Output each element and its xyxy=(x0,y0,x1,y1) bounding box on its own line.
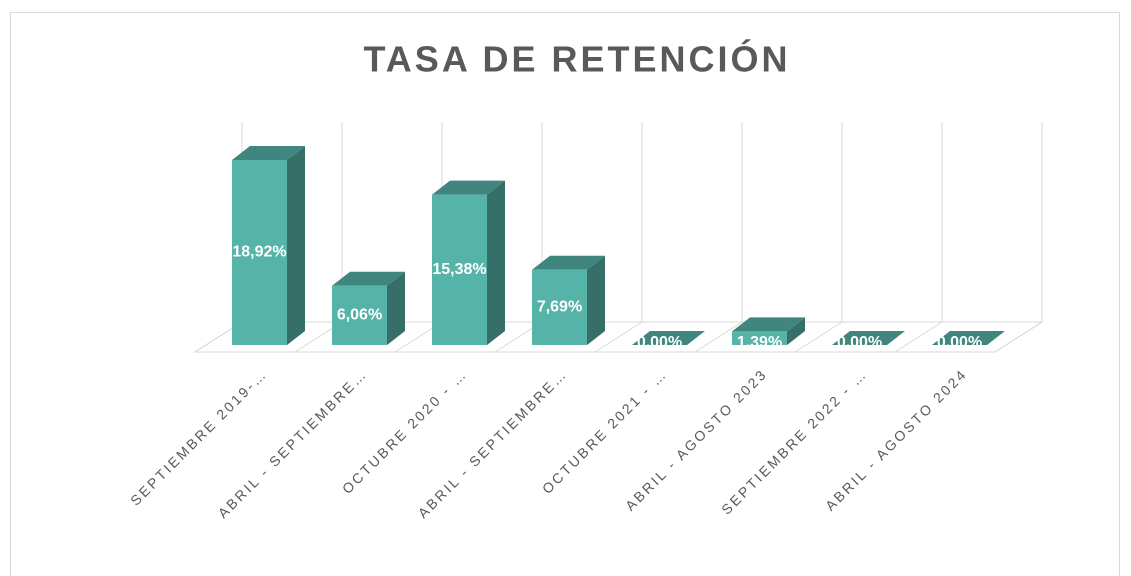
floor-line xyxy=(994,321,1043,353)
chart-border xyxy=(10,12,1120,576)
value-label: 0,00% xyxy=(937,334,982,351)
bar-side xyxy=(287,146,305,345)
bar-top xyxy=(432,180,505,195)
bar xyxy=(332,271,405,345)
bar-side xyxy=(587,255,605,345)
bar-top xyxy=(532,255,605,270)
bar xyxy=(632,331,705,345)
bar-front xyxy=(232,160,287,345)
chart-title: TASA DE RETENCIÓN xyxy=(363,38,790,80)
bar-top xyxy=(732,317,805,332)
bar-side xyxy=(787,317,805,345)
value-label: 15,38% xyxy=(432,261,486,278)
value-label: 1,39% xyxy=(737,334,782,351)
value-label: 6,06% xyxy=(337,307,382,324)
bar-top xyxy=(632,331,705,345)
floor-line xyxy=(694,321,743,353)
bar-side xyxy=(487,180,505,345)
value-label: 0,00% xyxy=(637,334,682,351)
bar-front xyxy=(532,269,587,345)
floor-line xyxy=(594,321,643,353)
floor-line xyxy=(894,321,943,353)
bar-top xyxy=(232,146,305,160)
bar xyxy=(932,331,1005,345)
bar-top xyxy=(932,331,1005,345)
bar xyxy=(532,255,605,345)
bar-top xyxy=(832,331,905,345)
floor-line xyxy=(794,321,843,353)
value-label: 7,69% xyxy=(537,299,582,316)
bar-front xyxy=(732,331,787,345)
bar-side xyxy=(387,271,405,345)
bar xyxy=(432,180,505,345)
bar-front xyxy=(332,285,387,345)
bar xyxy=(732,317,805,345)
bar-top xyxy=(332,271,405,286)
value-label: 18,92% xyxy=(232,244,286,261)
bar xyxy=(832,331,905,345)
value-label: 0,00% xyxy=(837,334,882,351)
bar-front xyxy=(432,194,487,345)
bar xyxy=(232,146,305,345)
